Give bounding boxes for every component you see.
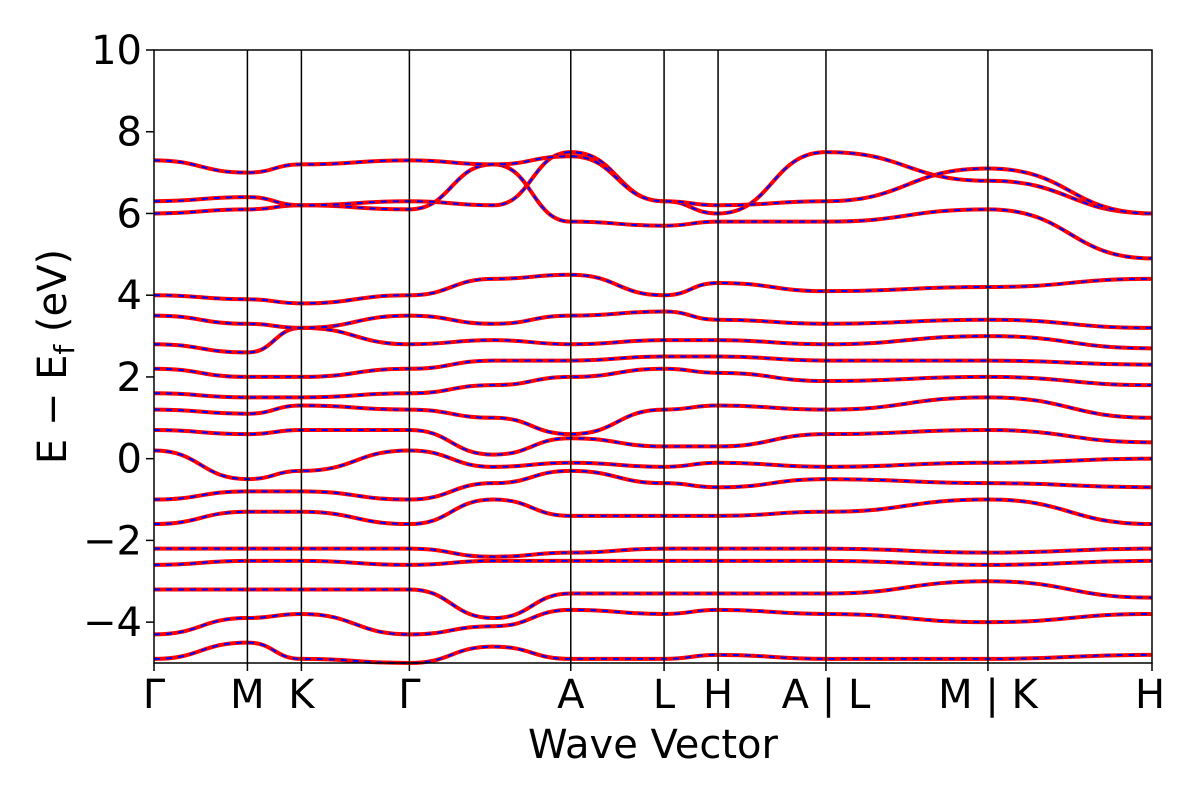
band-line-5 — [154, 546, 1153, 559]
band-line-16 — [153, 162, 1153, 261]
high-symmetry-lines — [246, 50, 989, 663]
band-overlay-11 — [153, 367, 1153, 399]
band-overlay-5 — [154, 547, 1153, 558]
band-line-1 — [153, 640, 1153, 666]
plot-frame — [153, 49, 1153, 664]
band-line-15 — [153, 272, 1153, 306]
x-tick-label: H — [703, 672, 733, 718]
y-tick-label: 10 — [91, 28, 142, 74]
x-tick-label: A — [557, 672, 585, 718]
y-axis-label: E − Ef (eV) — [30, 249, 81, 464]
band-overlay-14 — [153, 310, 1153, 329]
band-overlay-18 — [153, 155, 1153, 215]
y-axis-ticks: −4 −2 0 2 4 6 8 10 — [83, 28, 154, 646]
y-tick-label: −4 — [83, 600, 142, 646]
band-overlay-13 — [153, 326, 1153, 354]
y-tick-label: 0 — [117, 437, 142, 483]
x-tick-label: M | K — [938, 672, 1039, 718]
band-line-9 — [153, 428, 1153, 457]
band-line-12 — [153, 354, 1153, 379]
band-overlay-2 — [153, 608, 1153, 636]
band-overlay-7 — [153, 469, 1153, 501]
y-axis-label-unit: (eV) — [30, 249, 76, 345]
band-overlay-9 — [153, 429, 1153, 456]
y-axis-label-main: E − E — [30, 355, 76, 465]
band-overlay-4 — [153, 559, 1153, 566]
x-tick-label: Γ — [143, 672, 166, 718]
y-axis-label-subscript: f — [48, 344, 81, 355]
band-line-7 — [153, 468, 1153, 502]
y-tick-label: −2 — [83, 518, 142, 564]
band-line-17 — [153, 150, 1153, 216]
x-tick-label: Γ — [398, 672, 421, 718]
band-overlay-6 — [153, 498, 1153, 526]
band-line-6 — [153, 497, 1153, 527]
band-lines — [153, 150, 1153, 666]
y-tick-label: 8 — [117, 110, 142, 156]
y-tick-label: 6 — [117, 191, 142, 237]
x-axis-label: Wave Vector — [528, 722, 779, 768]
band-line-11 — [153, 366, 1153, 400]
x-tick-label: H — [1135, 672, 1165, 718]
band-overlay-12 — [153, 355, 1153, 378]
band-line-8 — [153, 448, 1153, 482]
x-tick-label: M — [230, 672, 265, 718]
y-tick-label: 2 — [117, 355, 142, 401]
band-overlay-15 — [153, 273, 1153, 305]
x-tick-label: A | L — [782, 672, 871, 718]
y-tick-label: 4 — [117, 273, 142, 319]
x-tick-label: K — [288, 672, 316, 718]
x-tick-label: L — [653, 672, 676, 718]
